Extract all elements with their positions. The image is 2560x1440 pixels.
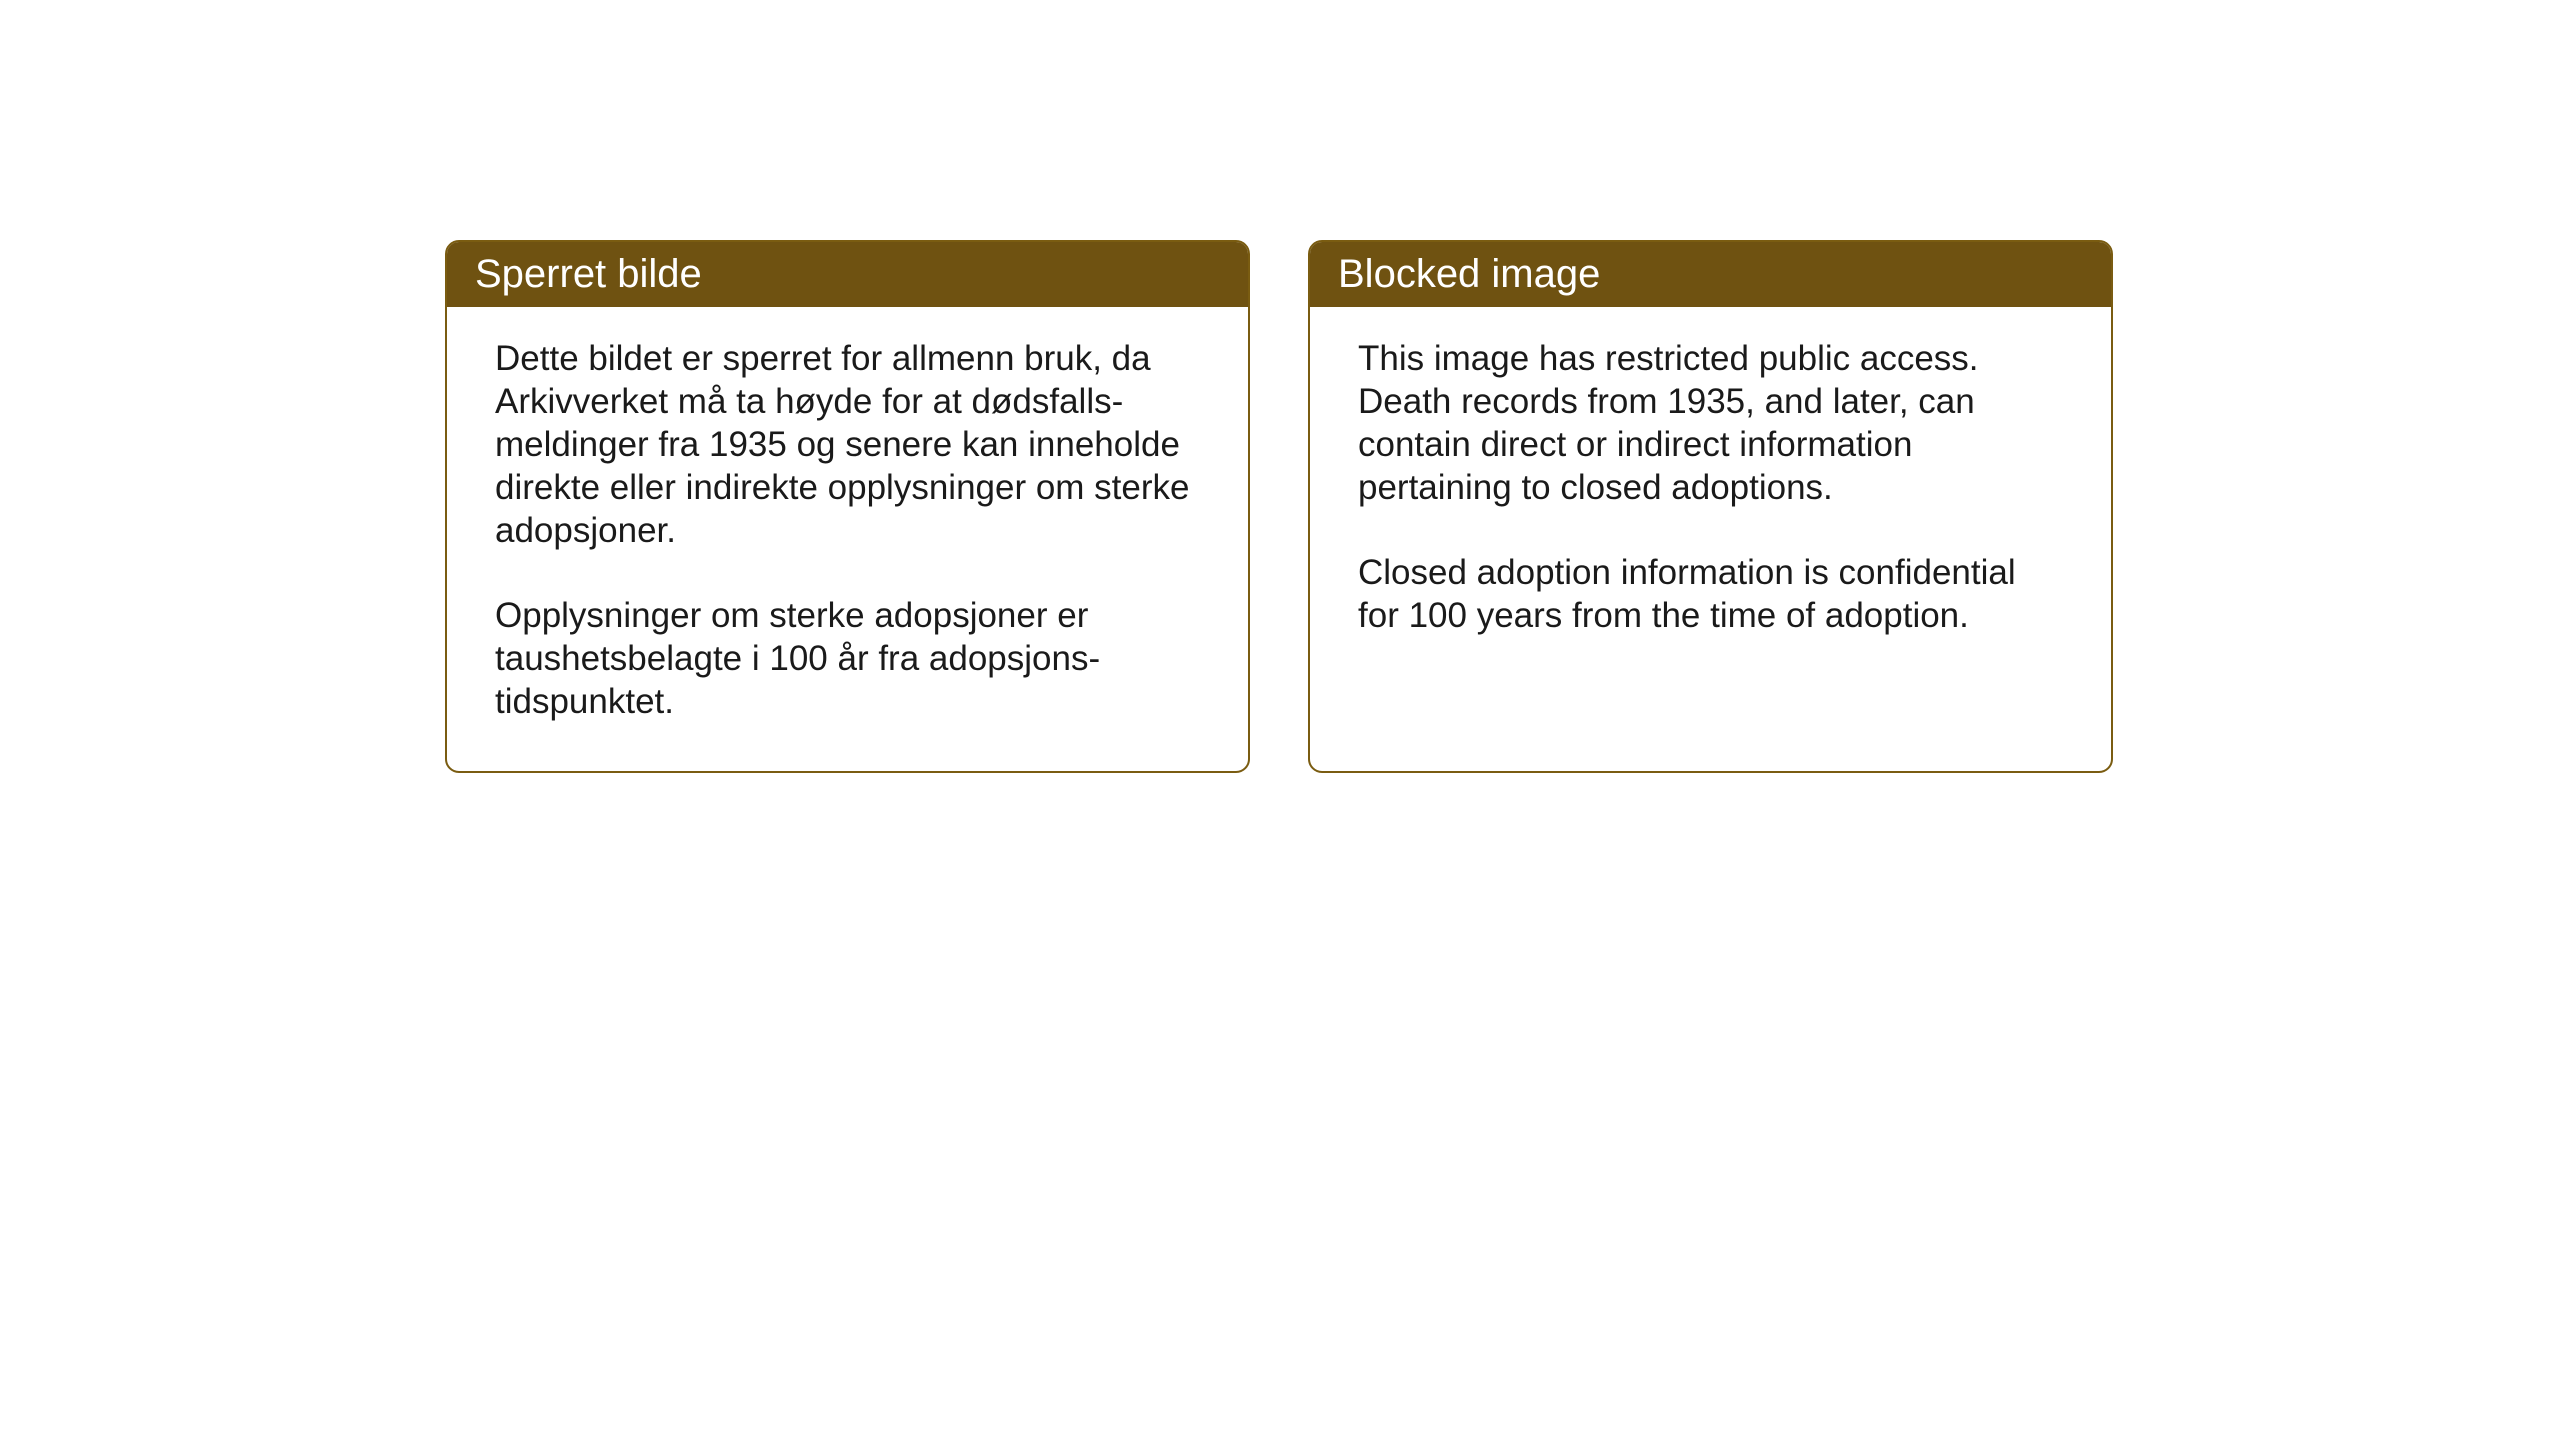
notice-header-english: Blocked image — [1310, 242, 2111, 307]
notice-body-norwegian: Dette bildet er sperret for allmenn bruk… — [447, 307, 1248, 771]
notice-box-norwegian: Sperret bilde Dette bildet er sperret fo… — [445, 240, 1250, 773]
notice-paragraph: Opplysninger om sterke adopsjoner er tau… — [495, 594, 1200, 723]
notice-box-english: Blocked image This image has restricted … — [1308, 240, 2113, 773]
notice-body-english: This image has restricted public access.… — [1310, 307, 2111, 685]
notice-paragraph: Dette bildet er sperret for allmenn bruk… — [495, 337, 1200, 552]
notice-paragraph: Closed adoption information is confident… — [1358, 551, 2063, 637]
notice-container: Sperret bilde Dette bildet er sperret fo… — [445, 240, 2113, 773]
notice-paragraph: This image has restricted public access.… — [1358, 337, 2063, 509]
notice-header-norwegian: Sperret bilde — [447, 242, 1248, 307]
